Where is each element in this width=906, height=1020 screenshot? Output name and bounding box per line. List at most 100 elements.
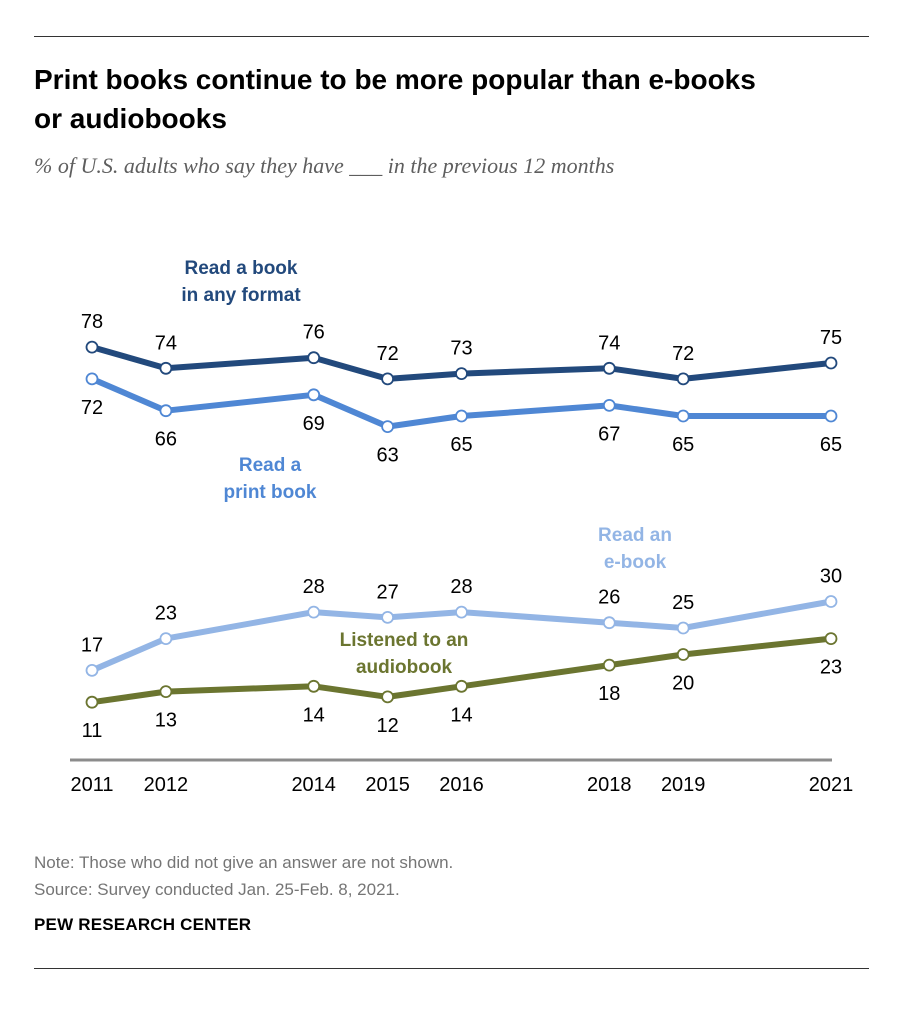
data-point-e-book-2019: [676, 621, 690, 635]
data-label-print-book-2018: 67: [598, 423, 620, 445]
data-point-print-book-2016: [455, 409, 468, 423]
data-point-audiobook-2015: [381, 690, 395, 704]
top-rule: [34, 36, 869, 37]
data-label-e-book-2011: 17: [81, 634, 103, 656]
data-point-audiobook-2019: [676, 648, 690, 661]
x-tick-label-2021: 2021: [809, 774, 854, 796]
data-label-any-format-2011: 78: [81, 311, 103, 333]
data-point-e-book-2016: [455, 605, 468, 619]
data-point-print-book-2015: [381, 420, 395, 434]
series-name-line: Listened to an: [340, 630, 469, 651]
data-label-audiobook-2021: 23: [820, 657, 842, 679]
data-label-audiobook-2012: 13: [155, 710, 177, 732]
chart-subtitle: % of U.S. adults who say they have ___ i…: [34, 153, 615, 178]
data-point-any-format-2011: [85, 340, 99, 354]
x-tick-label-2011: 2011: [70, 774, 113, 796]
series-name-audiobook: Listened to an audiobook: [340, 630, 469, 678]
data-point-audiobook-2018: [602, 658, 616, 672]
series-audiobook: 11 13 14 12 14 18 20 23 Listened to an audiobook: [82, 630, 843, 742]
data-point-print-book-2019: [676, 409, 690, 423]
x-tick-label-2018: 2018: [587, 774, 632, 796]
x-tick-label-2012: 2012: [144, 774, 189, 796]
data-label-e-book-2018: 26: [598, 587, 620, 609]
data-label-audiobook-2011: 11: [82, 720, 103, 742]
data-label-any-format-2015: 72: [376, 343, 398, 365]
data-label-audiobook-2019: 20: [672, 673, 694, 695]
series-line-e-book: [89, 598, 834, 674]
series-name-line: Read a book: [185, 258, 298, 279]
series-name-line: print book: [224, 482, 317, 503]
bottom-rule: [34, 968, 869, 969]
x-tick-label-2016: 2016: [439, 774, 484, 796]
data-label-any-format-2012: 74: [155, 332, 177, 354]
data-point-print-book-2014: [307, 388, 321, 402]
series-any-format: 78 74 76 72 73 74 72 75 Read a book in any format: [81, 258, 842, 386]
data-point-any-format-2021: [824, 356, 838, 370]
data-point-e-book-2015: [381, 611, 395, 624]
data-label-e-book-2021: 30: [820, 566, 842, 588]
data-label-print-book-2014: 69: [303, 413, 325, 435]
data-label-audiobook-2018: 18: [598, 683, 620, 705]
data-point-audiobook-2012: [159, 685, 173, 698]
series-line-any-format: [89, 344, 834, 382]
title-line-2: or audiobooks: [34, 103, 227, 134]
data-point-e-book-2011: [85, 664, 99, 677]
data-label-any-format-2018: 74: [598, 332, 620, 354]
data-point-e-book-2012: [159, 632, 173, 645]
data-point-print-book-2011: [85, 372, 99, 386]
data-label-audiobook-2016: 14: [450, 704, 472, 726]
data-point-any-format-2014: [307, 351, 321, 365]
data-label-print-book-2016: 65: [450, 434, 472, 456]
data-point-audiobook-2021: [824, 632, 838, 645]
data-point-any-format-2016: [455, 367, 468, 381]
data-point-e-book-2014: [307, 605, 321, 619]
data-label-print-book-2021: 65: [820, 434, 842, 456]
data-label-any-format-2019: 72: [672, 343, 694, 365]
chart-title: Print books continue to be more popular …: [34, 60, 874, 138]
series-name-line: in any format: [181, 285, 301, 306]
data-label-e-book-2016: 28: [450, 576, 472, 598]
brand-name: PEW RESEARCH CENTER: [34, 915, 252, 934]
data-label-print-book-2019: 65: [672, 434, 694, 456]
data-point-any-format-2019: [676, 372, 690, 386]
x-tick-label-2014: 2014: [291, 774, 336, 796]
data-label-print-book-2011: 72: [81, 397, 103, 419]
data-point-print-book-2012: [159, 404, 173, 418]
x-tick-label-2019: 2019: [661, 774, 706, 796]
series-name-any-format: Read a book in any format: [181, 258, 301, 306]
data-label-any-format-2016: 73: [450, 338, 472, 360]
source-text: Source: Survey conducted Jan. 25-Feb. 8,…: [34, 880, 400, 899]
data-point-any-format-2018: [602, 361, 616, 375]
data-point-e-book-2018: [602, 616, 616, 630]
series-print-book: 72 66 69 63 65 67 65 65 Read a print book: [81, 372, 842, 503]
data-label-audiobook-2014: 14: [303, 704, 325, 726]
series-name-line: audiobook: [356, 657, 452, 678]
series-name-line: Read a: [239, 455, 302, 476]
series-name-e-book: Read an e-book: [598, 525, 672, 573]
data-label-any-format-2021: 75: [820, 327, 842, 349]
series-e-book: 17 23 28 27 28 26 25 30 Read an e-book: [81, 525, 842, 677]
data-label-e-book-2015: 27: [376, 581, 398, 603]
data-label-audiobook-2015: 12: [376, 715, 398, 737]
data-point-any-format-2012: [159, 361, 173, 375]
data-point-print-book-2021: [824, 409, 838, 423]
data-label-print-book-2015: 63: [376, 445, 398, 467]
data-label-e-book-2014: 28: [303, 576, 325, 598]
data-point-audiobook-2016: [455, 679, 468, 693]
data-point-audiobook-2014: [307, 679, 321, 693]
data-point-e-book-2021: [824, 595, 838, 608]
series-name-print-book: Read a print book: [224, 455, 317, 503]
series-name-line: e-book: [604, 552, 667, 573]
x-tick-label-2015: 2015: [365, 774, 410, 796]
data-label-any-format-2014: 76: [303, 322, 325, 344]
note-text: Note: Those who did not give an answer a…: [34, 853, 454, 872]
data-label-print-book-2012: 66: [155, 429, 177, 451]
data-point-any-format-2015: [381, 372, 395, 386]
series-name-line: Read an: [598, 525, 672, 546]
data-label-e-book-2012: 23: [155, 603, 177, 625]
series-line-print-book: [89, 375, 834, 430]
title-line-1: Print books continue to be more popular …: [34, 64, 756, 95]
data-label-e-book-2019: 25: [672, 592, 694, 614]
data-point-audiobook-2011: [85, 695, 99, 709]
